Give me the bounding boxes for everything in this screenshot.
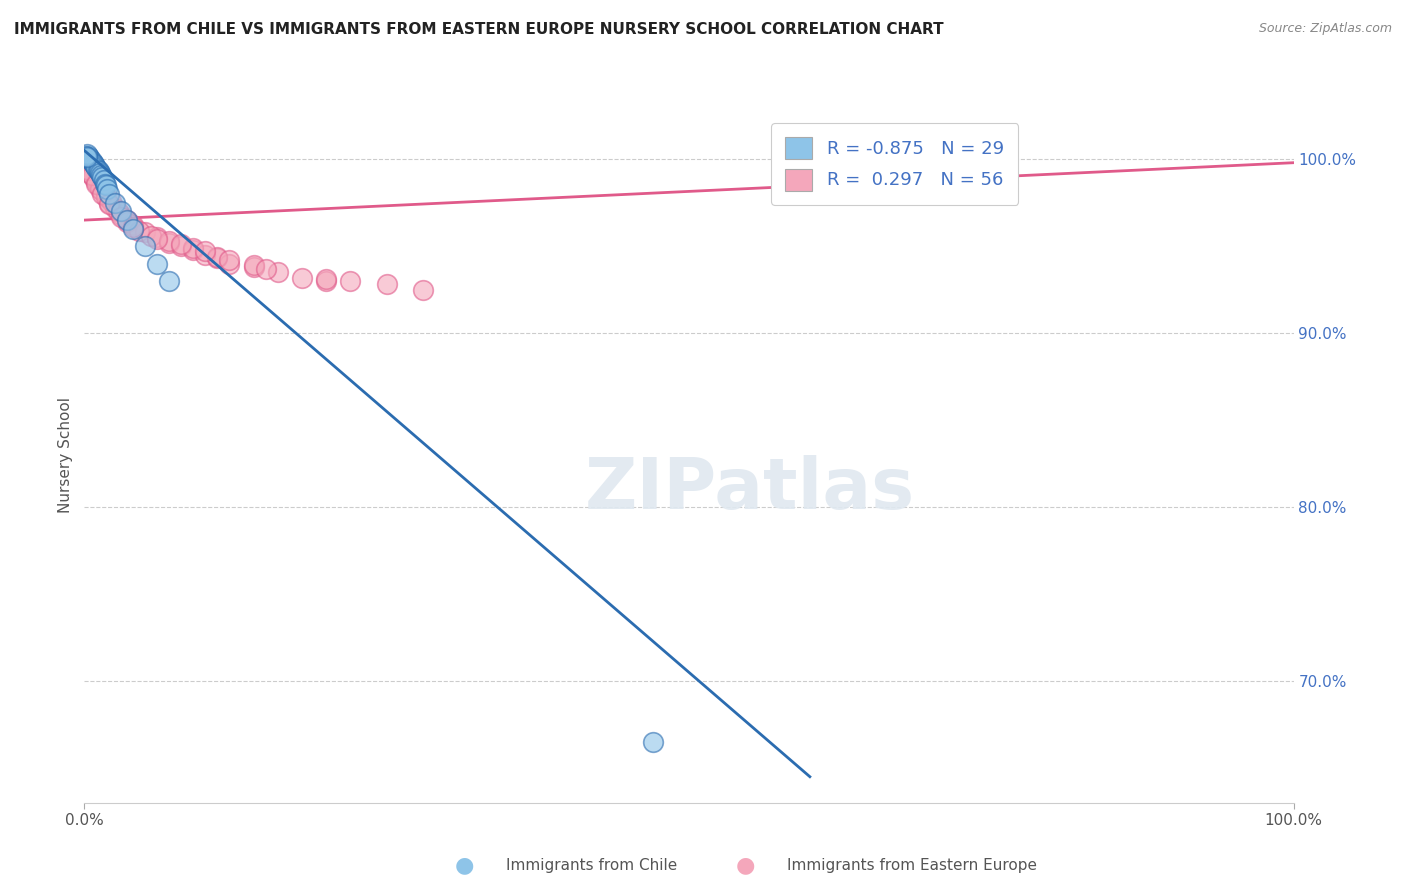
Point <box>194 248 217 262</box>
Point <box>100 194 122 208</box>
Point <box>79 152 101 166</box>
Point <box>77 151 100 165</box>
Point <box>77 162 100 177</box>
Point <box>82 169 104 184</box>
Point <box>97 195 120 210</box>
Point <box>87 164 110 178</box>
Point <box>115 215 138 229</box>
Legend: R = -0.875   N = 29, R =  0.297   N = 56: R = -0.875 N = 29, R = 0.297 N = 56 <box>770 123 1018 205</box>
Point <box>90 168 112 182</box>
Text: IMMIGRANTS FROM CHILE VS IMMIGRANTS FROM EASTERN EUROPE NURSERY SCHOOL CORRELATI: IMMIGRANTS FROM CHILE VS IMMIGRANTS FROM… <box>14 22 943 37</box>
Point <box>94 190 117 204</box>
Point <box>76 147 98 161</box>
Point <box>86 161 108 175</box>
Point <box>77 159 100 173</box>
Text: ●: ● <box>735 855 755 875</box>
Point <box>97 187 120 202</box>
Point <box>291 270 314 285</box>
Point <box>80 168 103 182</box>
Point <box>170 237 193 252</box>
Point <box>83 169 105 184</box>
Point <box>207 252 229 266</box>
Point <box>375 277 398 292</box>
Point <box>115 213 138 227</box>
Point <box>134 239 156 253</box>
Point <box>267 265 290 279</box>
Text: Immigrants from Eastern Europe: Immigrants from Eastern Europe <box>787 858 1038 872</box>
Point <box>146 230 169 244</box>
Point <box>94 188 117 202</box>
Point <box>242 260 264 274</box>
Text: Immigrants from Chile: Immigrants from Chile <box>506 858 678 872</box>
Point <box>110 208 132 222</box>
Point <box>181 241 204 255</box>
Point <box>315 272 337 286</box>
Point <box>86 177 108 191</box>
Point <box>91 169 114 184</box>
Point <box>86 162 108 177</box>
Point <box>94 177 117 191</box>
Point <box>110 210 132 224</box>
Point <box>75 149 97 163</box>
Point <box>207 250 229 264</box>
Point <box>170 239 193 253</box>
Point <box>89 166 111 180</box>
Point <box>157 274 180 288</box>
Text: Source: ZipAtlas.com: Source: ZipAtlas.com <box>1258 22 1392 36</box>
Point <box>104 201 127 215</box>
Point <box>87 178 110 193</box>
Point <box>86 173 108 187</box>
Point <box>157 235 180 250</box>
Point <box>77 149 100 163</box>
Point <box>104 195 127 210</box>
Point <box>82 155 104 169</box>
Point <box>94 178 117 193</box>
Point <box>181 243 204 257</box>
Point <box>110 204 132 219</box>
Point <box>91 184 114 198</box>
Point <box>146 256 169 270</box>
Point <box>93 173 115 187</box>
Point <box>107 204 129 219</box>
Point <box>194 244 217 259</box>
Point <box>641 735 664 749</box>
Point <box>157 234 180 248</box>
Point <box>80 153 103 168</box>
Point <box>86 175 108 189</box>
Point <box>97 197 120 211</box>
Point <box>96 182 118 196</box>
Y-axis label: Nursery School: Nursery School <box>58 397 73 513</box>
Point <box>128 223 150 237</box>
Point <box>76 155 98 169</box>
Point <box>254 261 277 276</box>
Point <box>121 220 143 235</box>
Point <box>83 157 105 171</box>
Point <box>80 164 103 178</box>
Point <box>315 274 337 288</box>
Point <box>339 274 361 288</box>
Point <box>89 182 111 196</box>
Point <box>134 225 156 239</box>
Point <box>115 213 138 227</box>
Point <box>139 228 162 243</box>
Point <box>121 219 143 233</box>
Point <box>79 166 101 180</box>
Point <box>77 161 100 175</box>
Point <box>121 222 143 236</box>
Point <box>412 283 434 297</box>
Text: ●: ● <box>454 855 474 875</box>
Text: ZIPatlas: ZIPatlas <box>585 455 914 524</box>
Point <box>76 151 98 165</box>
Point <box>218 256 240 270</box>
Point <box>218 253 240 268</box>
Point <box>84 159 107 173</box>
Point <box>242 258 264 272</box>
Point <box>91 187 114 202</box>
Point <box>146 232 169 246</box>
